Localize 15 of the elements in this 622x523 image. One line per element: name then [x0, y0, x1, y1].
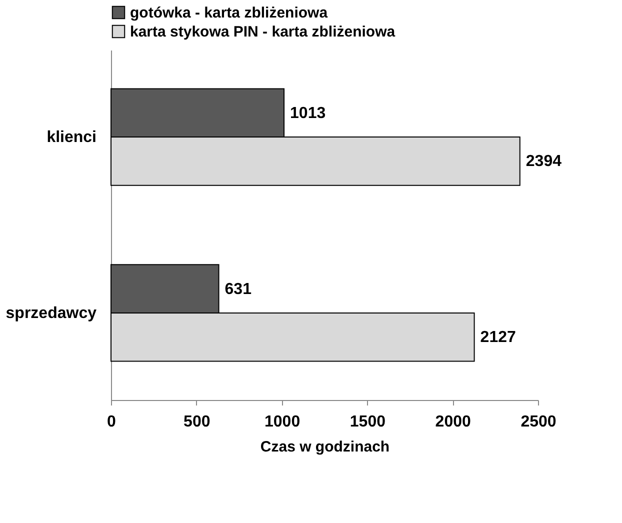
x-tick-label: 0	[107, 414, 116, 430]
data-label: 2127	[480, 329, 516, 346]
x-tick-label: 500	[184, 414, 210, 430]
data-label: 631	[224, 280, 252, 298]
x-tick-label: 1500	[350, 414, 386, 430]
x-tick-label: 1000	[264, 414, 300, 430]
x-tick-label: 2000	[435, 414, 471, 430]
x-axis-title: Czas w godzinach	[260, 438, 390, 456]
y-tick-label: klienci	[46, 129, 96, 146]
data-label: 2394	[526, 153, 562, 170]
legend-label: karta stykowa PIN - karta zbliżeniowa	[130, 24, 396, 40]
x-tick-label: 2500	[520, 414, 556, 430]
data-label: 1013	[290, 104, 326, 122]
legend-label: gotówka - karta zbliżeniowa	[130, 4, 328, 22]
y-tick-label: sprzedawcy	[6, 304, 97, 322]
